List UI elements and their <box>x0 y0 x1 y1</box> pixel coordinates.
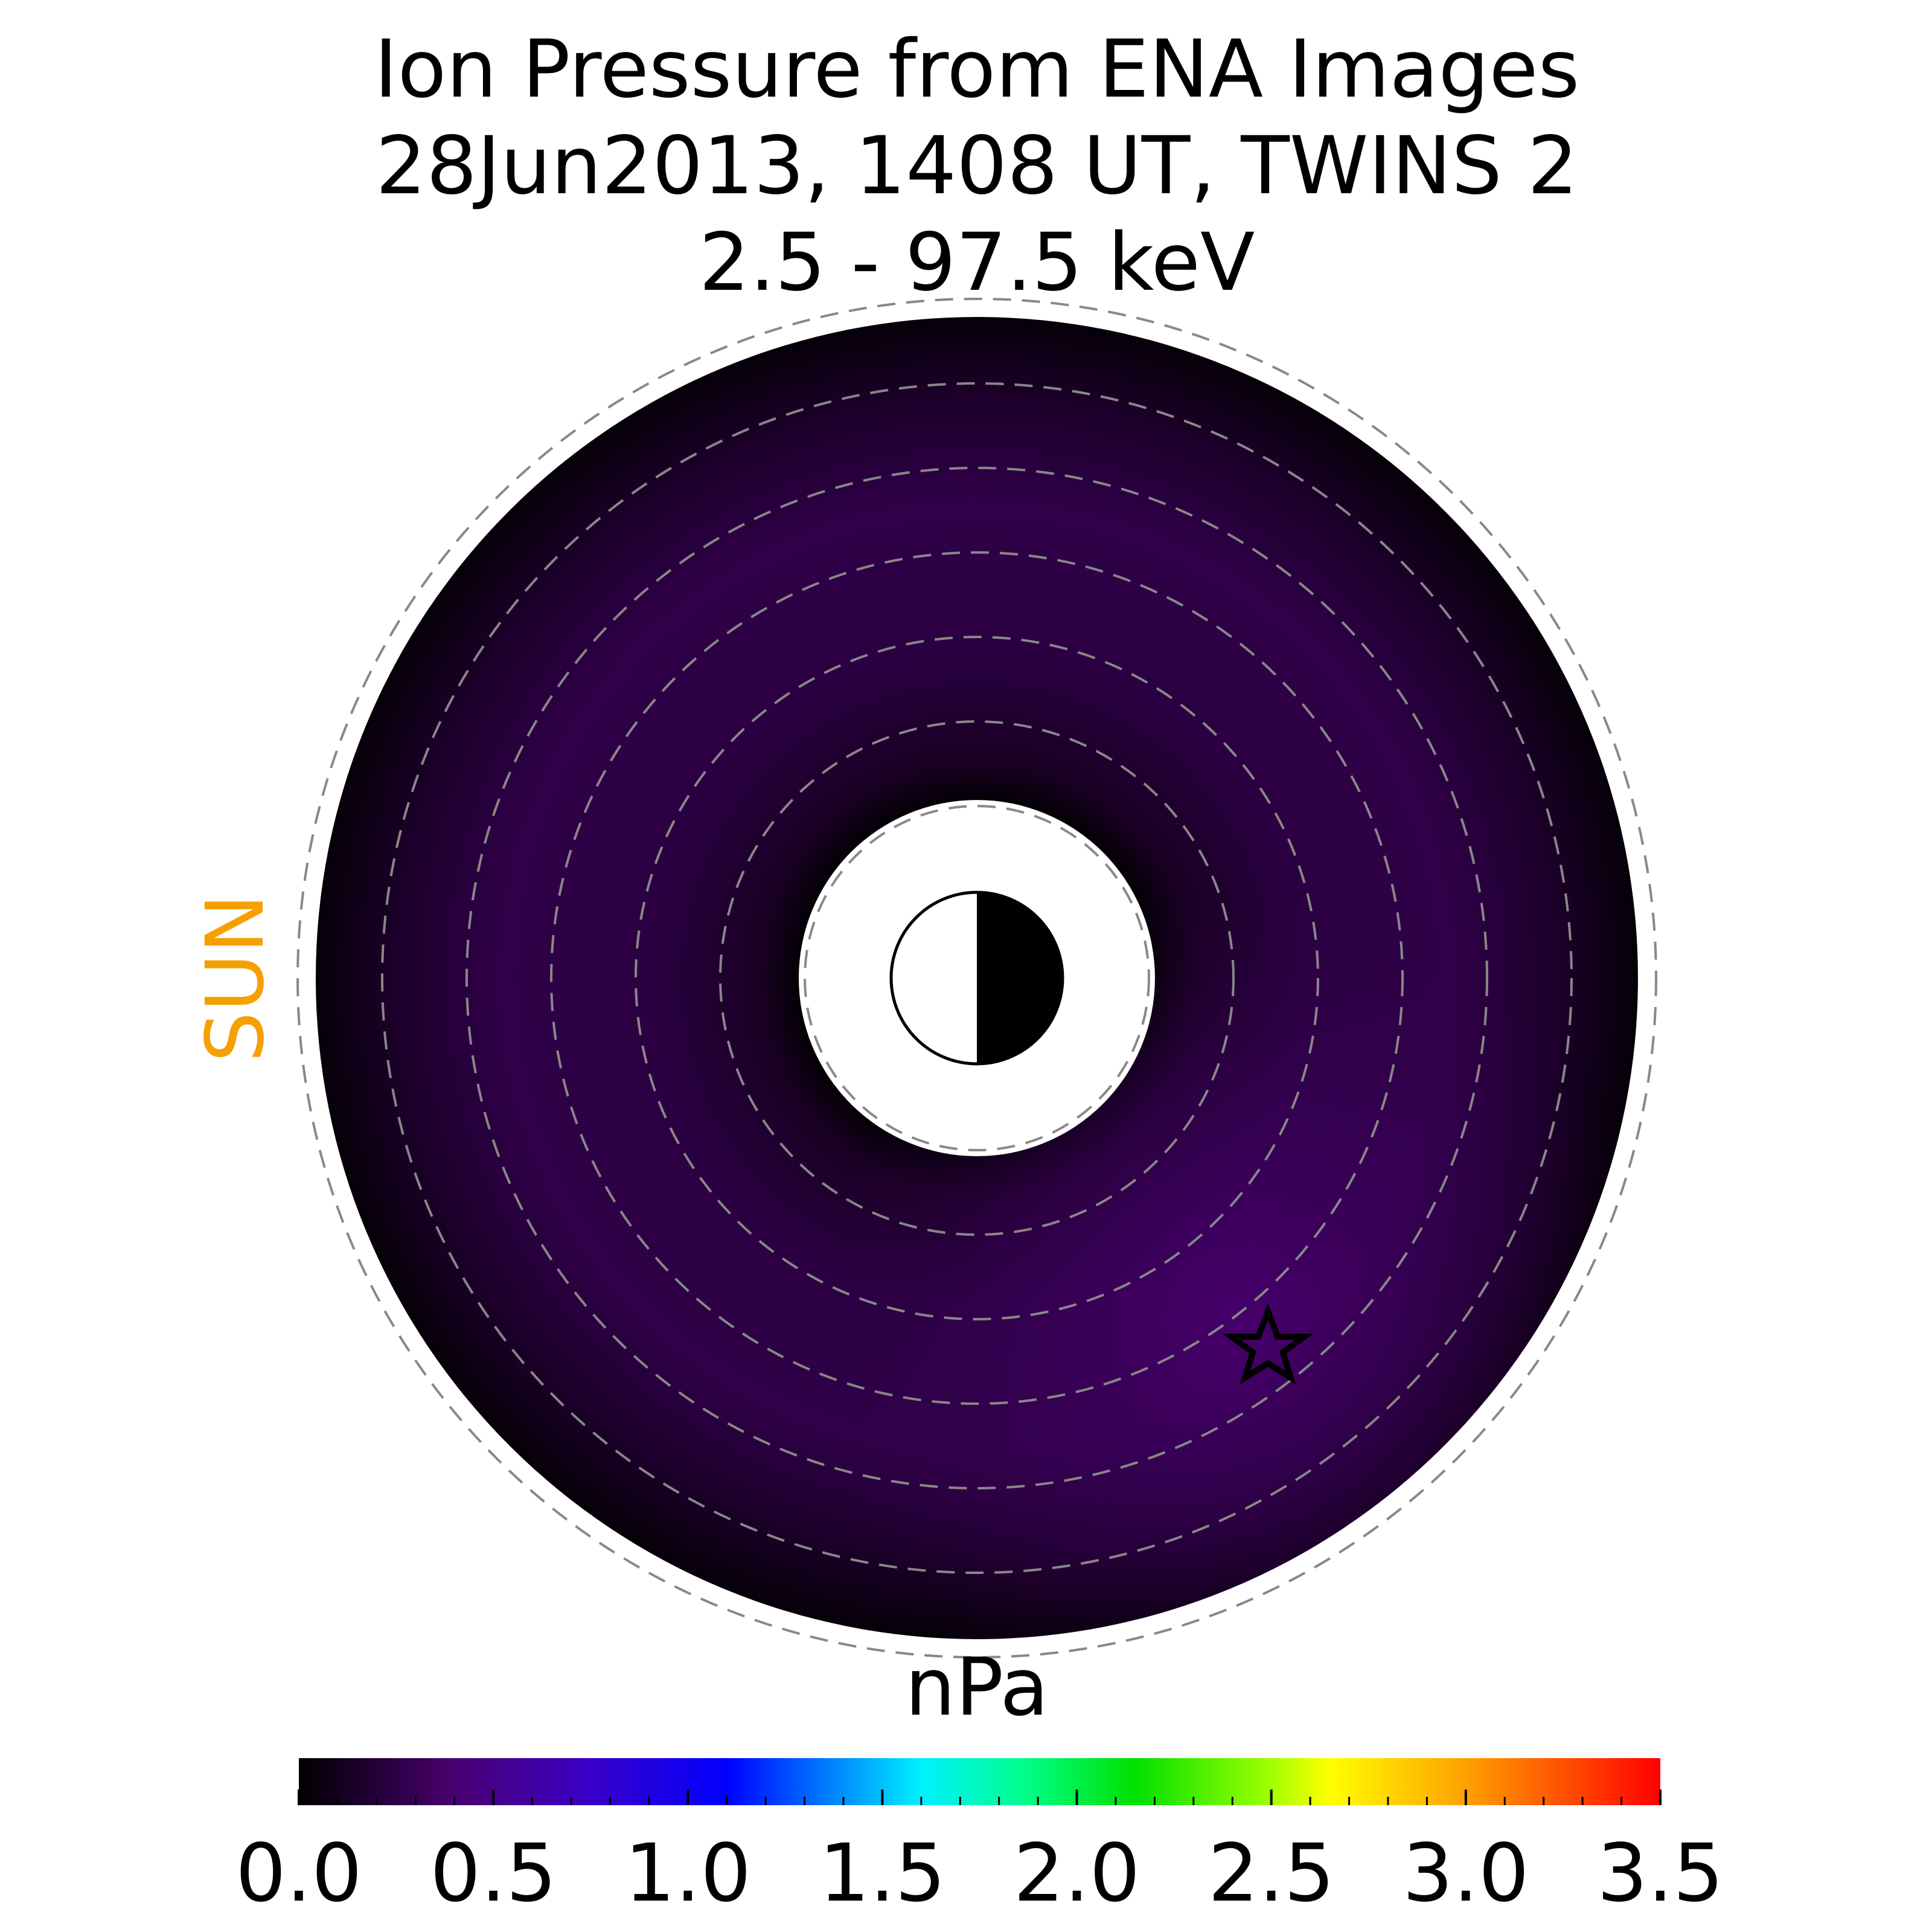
grid-ring-3 <box>635 636 1319 1320</box>
colorbar-tick-label: 0.5 <box>430 1827 557 1920</box>
grid-ring-5 <box>465 467 1488 1489</box>
chart-title-line-2: 28Jun2013, 1408 UT, TWINS 2 <box>376 120 1578 213</box>
colorbar-tick-label: 0.0 <box>235 1827 362 1920</box>
colorbar-tick-label: 1.0 <box>624 1827 751 1920</box>
colorbar-ticks <box>298 1790 1662 1805</box>
colorbar-tick-label: 2.5 <box>1208 1827 1335 1920</box>
earth-nightside <box>977 892 1063 1064</box>
colorbar-tick-label: 1.5 <box>819 1827 945 1920</box>
grid-ring-2 <box>719 720 1235 1236</box>
sun-direction-label: SUN <box>189 894 282 1062</box>
earth-outline <box>889 891 1064 1066</box>
colorbar-unit-label: nPa <box>905 1641 1049 1734</box>
star-marker-icon <box>1222 1302 1314 1385</box>
chart-title-line-1: Ion Pressure from ENA Images <box>374 23 1580 116</box>
colorbar <box>299 1758 1660 1805</box>
grid-ring-1 <box>804 805 1150 1151</box>
grid-ring-6 <box>381 382 1573 1574</box>
grid-ring-7 <box>296 298 1657 1659</box>
colorbar-tick-label: 3.0 <box>1403 1827 1529 1920</box>
colorbar-tick-label: 3.5 <box>1597 1827 1724 1920</box>
earth-icon <box>889 891 1064 1066</box>
colorbar-tick-labels: 0.0 0.5 1.0 1.5 2.0 2.5 3.0 3.5 <box>235 1827 1724 1920</box>
colorbar-tick-label: 2.0 <box>1014 1827 1140 1920</box>
grid-ring-4 <box>550 551 1404 1405</box>
distance-grid-rings <box>296 298 1657 1659</box>
